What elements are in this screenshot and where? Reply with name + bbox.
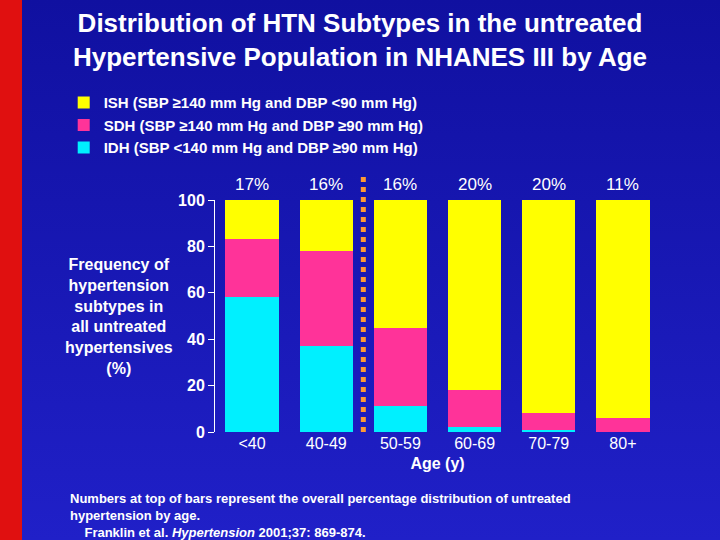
svg-text:40: 40 <box>187 331 205 348</box>
svg-text:SDH (SBP ≥140 mm Hg and DBP ≥9: SDH (SBP ≥140 mm Hg and DBP ≥90 mm Hg) <box>104 117 423 134</box>
svg-text:80+: 80+ <box>609 435 636 452</box>
svg-text:ISH (SBP ≥140 mm Hg and DBP <9: ISH (SBP ≥140 mm Hg and DBP <90 mm Hg) <box>104 94 417 111</box>
svg-text:<40: <40 <box>239 435 266 452</box>
svg-text:20%: 20% <box>532 175 566 194</box>
svg-text:60: 60 <box>187 284 205 301</box>
svg-text:40-49: 40-49 <box>306 435 347 452</box>
svg-text:16%: 16% <box>383 175 417 194</box>
svg-text:0: 0 <box>196 424 205 441</box>
svg-text:80: 80 <box>187 238 205 255</box>
svg-text:100: 100 <box>178 192 205 209</box>
svg-text:11%: 11% <box>606 175 639 194</box>
svg-text:17%: 17% <box>235 175 269 194</box>
svg-text:50-59: 50-59 <box>380 435 421 452</box>
svg-text:70-79: 70-79 <box>528 435 569 452</box>
svg-text:Numbers at top of bars represe: Numbers at top of bars represent the ove… <box>70 491 571 540</box>
svg-text:20%: 20% <box>458 175 492 194</box>
svg-text:Distribution of HTN Subtypes i: Distribution of HTN Subtypes in the untr… <box>73 8 647 72</box>
svg-text:Age (y): Age (y) <box>410 455 464 472</box>
svg-text:20: 20 <box>187 377 205 394</box>
svg-text:16%: 16% <box>309 175 343 194</box>
svg-text:60-69: 60-69 <box>454 435 495 452</box>
svg-text:Frequency ofhypertensionsubtyp: Frequency ofhypertensionsubtypes inall u… <box>65 256 173 377</box>
svg-text:IDH (SBP <140 mm Hg and DBP ≥9: IDH (SBP <140 mm Hg and DBP ≥90 mm Hg) <box>104 139 418 156</box>
